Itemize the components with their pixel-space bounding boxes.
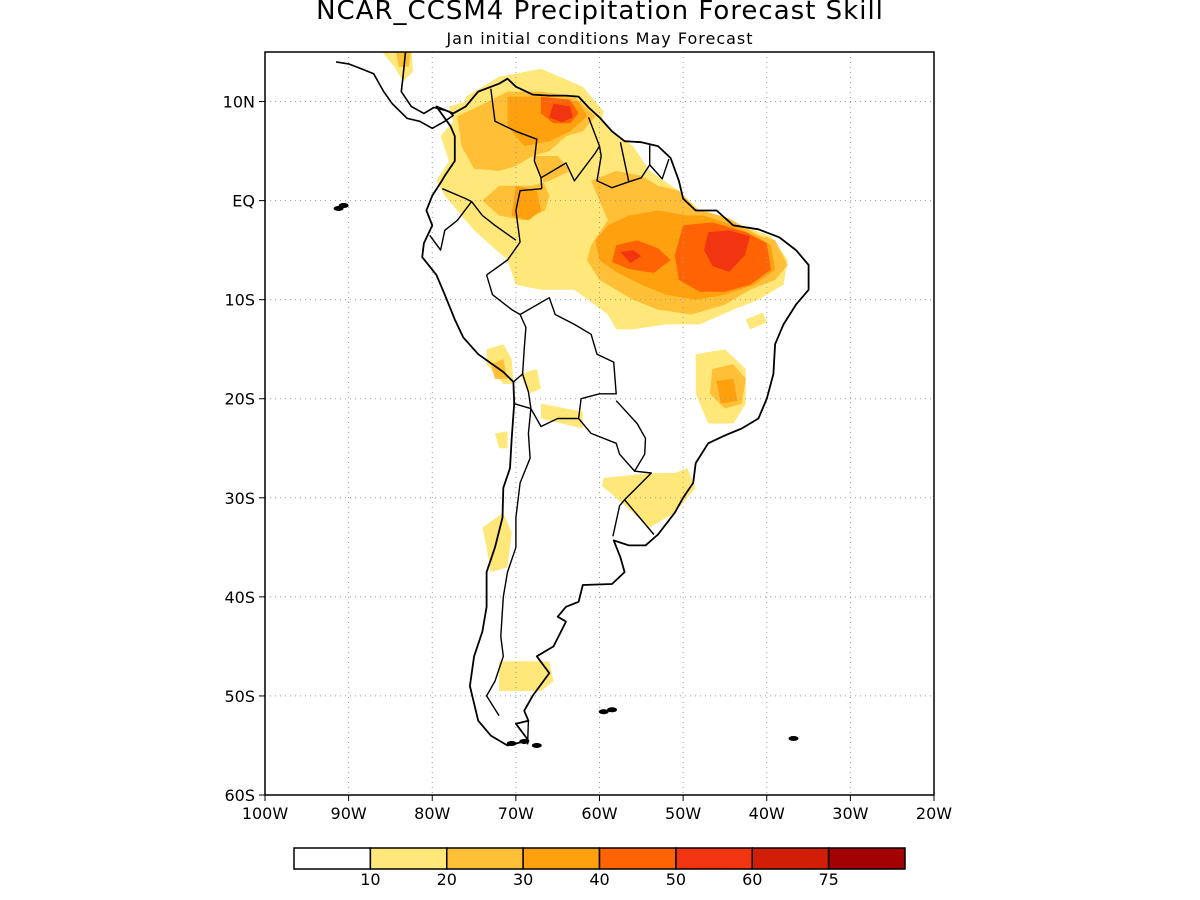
legend-swatch: [369, 847, 448, 870]
island: [519, 739, 530, 745]
lon-tick-label: 80W: [414, 804, 450, 823]
contour-20: [396, 52, 411, 67]
country-border: [515, 188, 542, 243]
legend-swatch: [751, 847, 830, 870]
legend-swatch: [293, 847, 372, 870]
legend-label: 60: [742, 870, 762, 889]
country-border: [596, 142, 630, 189]
contour-10: [745, 312, 767, 330]
lon-tick-label: 60W: [581, 804, 617, 823]
contour-50: [704, 230, 750, 272]
lon-tick-label: 90W: [331, 804, 367, 823]
legend-swatch: [675, 847, 753, 870]
contour-10: [541, 403, 583, 429]
south-america-coastline: [421, 77, 810, 747]
lat-tick-label: 10N: [223, 93, 255, 112]
legend-label: 30: [513, 870, 533, 889]
country-border: [429, 201, 473, 251]
contour-10: [520, 369, 541, 394]
map-subtitle: Jan initial conditions May Forecast: [446, 29, 754, 48]
country-border: [628, 145, 651, 183]
lon-tick-label: 70W: [498, 804, 534, 823]
lat-tick-label: EQ: [232, 192, 255, 211]
axis-labels: 100W 90W 80W 70W 60W 50W 40W 30W 20W 10N EQ 10S 20S 3…: [223, 93, 953, 823]
country-border: [519, 297, 617, 419]
legend-swatch: [446, 847, 524, 870]
lat-tick-label: 30S: [224, 489, 255, 508]
contour-40: [612, 240, 671, 273]
country-border: [624, 499, 655, 535]
lat-tick-label: 40S: [224, 588, 255, 607]
island: [333, 206, 344, 212]
contour-50: [620, 250, 642, 263]
country-border: [485, 274, 527, 383]
country-border: [485, 403, 532, 717]
country-border: [521, 373, 579, 428]
color-legend: 10 20 30 40 50 60 75: [293, 847, 906, 889]
legend-swatch: [827, 847, 906, 870]
lat-tick-label: 10S: [224, 291, 255, 310]
country-border: [649, 158, 670, 180]
contour-10: [495, 431, 508, 449]
island: [506, 740, 517, 746]
country-border: [442, 188, 517, 241]
legend-swatch: [522, 847, 601, 870]
contour-10: [361, 42, 382, 47]
lon-tick-label: 30W: [832, 804, 868, 823]
coastline-layer: [333, 52, 810, 748]
contour-30: [716, 378, 738, 404]
legend-label: 75: [818, 870, 838, 889]
lon-tick-label: 40W: [749, 804, 785, 823]
country-border: [486, 241, 521, 276]
lon-tick-label: 50W: [665, 804, 701, 823]
legend-swatch: [598, 847, 677, 870]
legend-label: 40: [589, 870, 609, 889]
lat-tick-label: 60S: [224, 786, 255, 805]
lon-tick-label: 20W: [916, 804, 952, 823]
lat-tick-label: 20S: [224, 390, 255, 409]
lat-tick-label: 50S: [224, 687, 255, 706]
central-america-coastline: [335, 52, 455, 130]
contour-10: [602, 468, 696, 528]
legend-label: 20: [437, 870, 457, 889]
lon-tick-label: 100W: [242, 804, 289, 823]
country-border: [540, 117, 601, 182]
island: [598, 709, 609, 715]
contour-10: [499, 661, 554, 691]
country-border: [578, 400, 647, 472]
legend-label: 50: [666, 870, 686, 889]
contour-layer: [361, 42, 788, 691]
island: [788, 736, 799, 742]
contour-50: [549, 103, 573, 123]
island: [531, 742, 542, 748]
island: [607, 707, 618, 713]
map-title: NCAR_CCSM4 Precipitation Forecast Skill: [316, 0, 884, 26]
legend-label: 10: [360, 870, 380, 889]
